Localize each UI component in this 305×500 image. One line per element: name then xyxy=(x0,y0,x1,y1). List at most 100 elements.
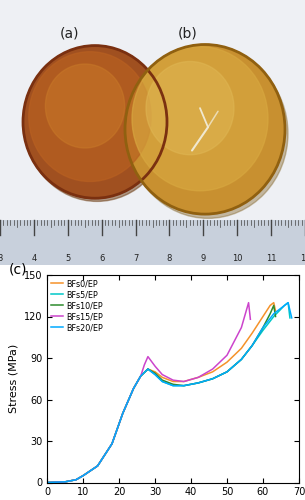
BFs15/EP xyxy=(132,386,135,392)
Text: 11: 11 xyxy=(266,254,276,263)
BFs0/EP xyxy=(132,386,135,392)
Text: 4: 4 xyxy=(31,254,37,263)
BFs15/EP xyxy=(81,472,85,478)
Legend: BFs0/EP, BFs5/EP, BFs10/EP, BFs15/EP, BFs20/EP: BFs0/EP, BFs5/EP, BFs10/EP, BFs15/EP, BF… xyxy=(50,278,105,334)
Text: 9: 9 xyxy=(201,254,206,263)
BFs10/EP xyxy=(74,476,78,482)
Circle shape xyxy=(23,46,167,198)
BFs15/EP xyxy=(196,374,200,380)
BFs10/EP xyxy=(225,369,229,375)
BFs10/EP xyxy=(250,342,254,348)
Text: (b): (b) xyxy=(178,26,198,40)
BFs5/EP xyxy=(196,380,200,386)
BFs5/EP xyxy=(182,382,186,388)
BFs5/EP xyxy=(74,476,78,482)
Text: 3: 3 xyxy=(0,254,3,263)
Line: BFs15/EP: BFs15/EP xyxy=(47,302,250,482)
BFs15/EP xyxy=(63,479,67,485)
Circle shape xyxy=(25,49,169,202)
BFs15/EP xyxy=(160,372,164,378)
BFs5/EP xyxy=(160,378,164,384)
Text: 7: 7 xyxy=(133,254,138,263)
BFs20/EP xyxy=(160,378,164,384)
FancyBboxPatch shape xyxy=(0,220,305,265)
BFs0/EP xyxy=(160,374,164,380)
Circle shape xyxy=(45,64,125,148)
BFs0/EP xyxy=(211,369,214,375)
BFs10/EP xyxy=(274,314,277,320)
Circle shape xyxy=(128,49,288,218)
BFs0/EP xyxy=(96,463,99,469)
BFs15/EP xyxy=(182,378,186,384)
BFs15/EP xyxy=(142,362,146,368)
BFs0/EP xyxy=(139,373,142,379)
Line: BFs10/EP: BFs10/EP xyxy=(47,306,275,482)
Text: (a): (a) xyxy=(60,26,80,40)
BFs5/EP xyxy=(81,472,85,478)
BFs20/EP xyxy=(239,356,243,362)
Text: 12: 12 xyxy=(300,254,305,263)
BFs15/EP xyxy=(249,316,252,322)
BFs15/EP xyxy=(74,476,78,482)
BFs5/EP xyxy=(45,480,49,486)
BFs0/EP xyxy=(110,441,114,447)
BFs10/EP xyxy=(96,463,99,469)
BFs20/EP xyxy=(153,372,157,378)
BFs15/EP xyxy=(225,352,229,358)
BFs0/EP xyxy=(182,378,186,384)
BFs15/EP xyxy=(171,377,175,383)
BFs10/EP xyxy=(146,366,150,372)
BFs20/EP xyxy=(110,441,114,447)
BFs5/EP xyxy=(239,356,243,362)
BFs10/EP xyxy=(153,370,157,376)
BFs10/EP xyxy=(211,376,214,382)
BFs0/EP xyxy=(239,346,243,352)
BFs20/EP xyxy=(272,310,275,316)
BFs20/EP xyxy=(250,342,254,348)
BFs10/EP xyxy=(81,472,85,478)
BFs0/EP xyxy=(250,330,254,336)
Line: BFs0/EP: BFs0/EP xyxy=(47,302,275,482)
BFs0/EP xyxy=(272,300,275,306)
BFs10/EP xyxy=(196,380,200,386)
BFs0/EP xyxy=(225,359,229,365)
BFs20/EP xyxy=(171,382,175,388)
Line: BFs5/EP: BFs5/EP xyxy=(47,302,290,482)
BFs0/EP xyxy=(121,410,124,416)
BFs20/EP xyxy=(286,300,290,306)
BFs20/EP xyxy=(211,376,214,382)
BFs15/EP xyxy=(211,366,214,372)
Y-axis label: Stress (MPa): Stress (MPa) xyxy=(8,344,18,414)
BFs20/EP xyxy=(182,382,186,388)
BFs5/EP xyxy=(96,463,99,469)
BFs20/EP xyxy=(283,302,286,308)
BFs5/EP xyxy=(110,441,114,447)
BFs5/EP xyxy=(132,386,135,392)
BFs15/EP xyxy=(139,373,142,379)
BFs0/EP xyxy=(45,480,49,486)
BFs0/EP xyxy=(153,369,157,375)
BFs20/EP xyxy=(146,366,150,372)
BFs10/EP xyxy=(268,310,272,316)
BFs10/EP xyxy=(45,480,49,486)
BFs20/EP xyxy=(45,480,49,486)
BFs15/EP xyxy=(121,410,124,416)
BFs5/EP xyxy=(225,369,229,375)
BFs10/EP xyxy=(139,373,142,379)
Circle shape xyxy=(29,52,151,182)
BFs20/EP xyxy=(63,479,67,485)
BFs0/EP xyxy=(63,479,67,485)
Text: 8: 8 xyxy=(167,254,172,263)
BFs20/EP xyxy=(121,410,124,416)
BFs0/EP xyxy=(171,378,175,384)
Text: 10: 10 xyxy=(232,254,242,263)
BFs5/EP xyxy=(153,372,157,378)
BFs5/EP xyxy=(283,302,286,308)
BFs20/EP xyxy=(225,369,229,375)
Circle shape xyxy=(132,46,268,191)
BFs15/EP xyxy=(239,324,243,330)
BFs20/EP xyxy=(261,324,265,330)
BFs20/EP xyxy=(74,476,78,482)
FancyBboxPatch shape xyxy=(0,0,305,265)
BFs5/EP xyxy=(146,366,150,372)
